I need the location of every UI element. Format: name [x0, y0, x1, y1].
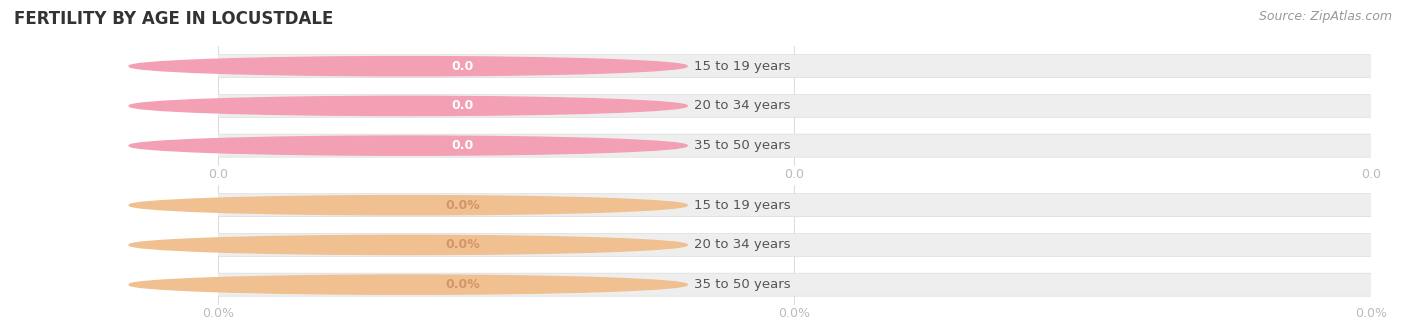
FancyBboxPatch shape — [201, 55, 1388, 78]
FancyBboxPatch shape — [419, 98, 506, 114]
Text: 0.0%: 0.0% — [446, 199, 481, 212]
Text: 35 to 50 years: 35 to 50 years — [693, 278, 790, 291]
FancyBboxPatch shape — [419, 276, 506, 293]
Circle shape — [129, 136, 688, 155]
Circle shape — [129, 196, 688, 215]
FancyBboxPatch shape — [201, 94, 1388, 118]
Circle shape — [129, 275, 688, 294]
Text: 0.0%: 0.0% — [446, 278, 481, 291]
Circle shape — [129, 57, 688, 76]
FancyBboxPatch shape — [419, 137, 506, 154]
Text: 0.0: 0.0 — [451, 60, 474, 73]
FancyBboxPatch shape — [201, 134, 1388, 157]
Text: 15 to 19 years: 15 to 19 years — [693, 60, 790, 73]
FancyBboxPatch shape — [419, 58, 506, 74]
FancyBboxPatch shape — [419, 237, 506, 253]
Text: 15 to 19 years: 15 to 19 years — [693, 199, 790, 212]
Text: 20 to 34 years: 20 to 34 years — [693, 99, 790, 113]
Text: 0.0: 0.0 — [451, 99, 474, 113]
FancyBboxPatch shape — [201, 273, 1388, 296]
Text: Source: ZipAtlas.com: Source: ZipAtlas.com — [1258, 10, 1392, 23]
FancyBboxPatch shape — [201, 233, 1388, 257]
Circle shape — [129, 96, 688, 116]
Circle shape — [129, 235, 688, 255]
Text: 0.0: 0.0 — [451, 139, 474, 152]
FancyBboxPatch shape — [419, 197, 506, 213]
Text: 20 to 34 years: 20 to 34 years — [693, 238, 790, 252]
Text: FERTILITY BY AGE IN LOCUSTDALE: FERTILITY BY AGE IN LOCUSTDALE — [14, 10, 333, 28]
Text: 0.0%: 0.0% — [446, 238, 481, 252]
Text: 35 to 50 years: 35 to 50 years — [693, 139, 790, 152]
FancyBboxPatch shape — [201, 194, 1388, 217]
